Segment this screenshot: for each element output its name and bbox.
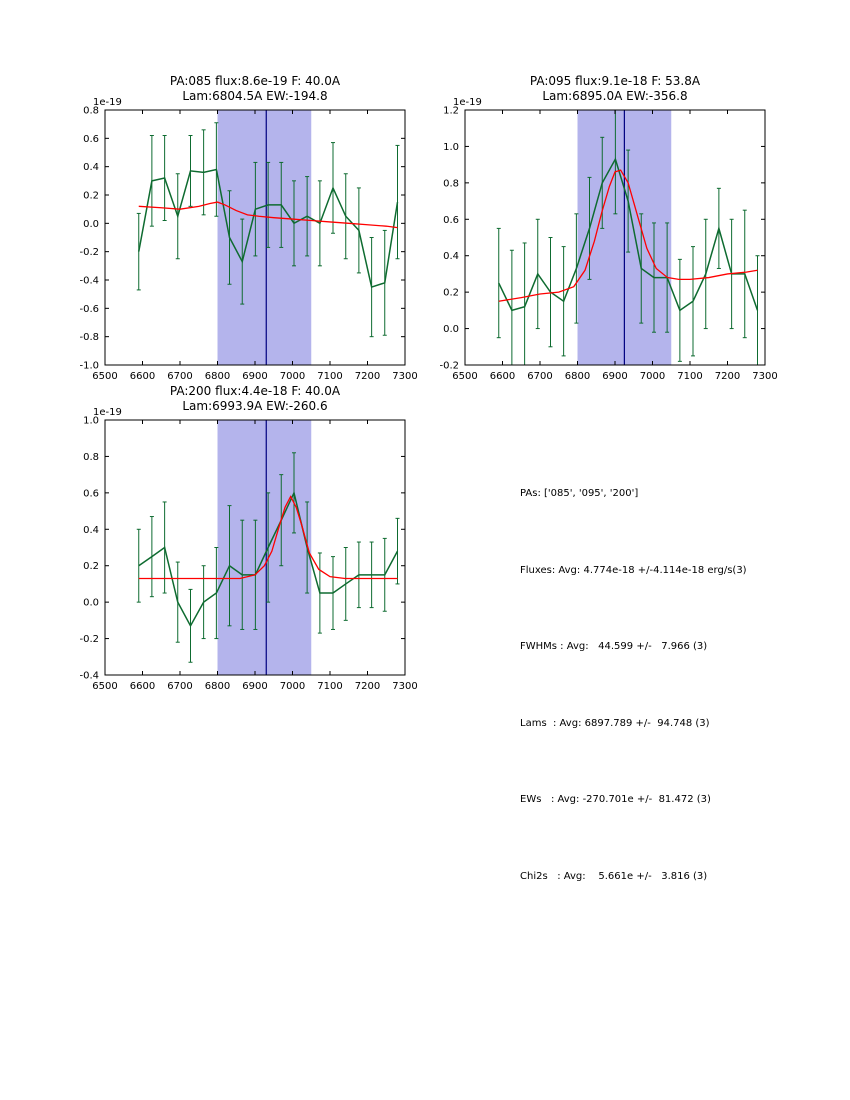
x-tick-label: 6900	[242, 371, 267, 382]
chart-pa200-title-line1: PA:200 flux:4.4e-18 F: 40.0A	[169, 384, 341, 398]
x-tick-label: 7000	[280, 371, 305, 382]
x-tick-label: 7300	[392, 681, 417, 692]
y-tick-label: -0.4	[79, 276, 99, 287]
y-tick-label: 0.2	[83, 191, 99, 202]
chart-pa085-title-line1: PA:085 flux:8.6e-19 F: 40.0A	[169, 74, 341, 88]
y-axis-offset-label: 1e-19	[93, 407, 122, 418]
y-tick-label: 0.2	[83, 561, 99, 572]
x-tick-label: 6600	[130, 371, 155, 382]
gaussian-fit-line	[138, 201, 398, 229]
fit-window-band	[217, 110, 312, 365]
gaussian-fit-line	[138, 495, 398, 580]
y-tick-label: 0.8	[443, 178, 459, 189]
y-tick-label: 0.0	[443, 324, 459, 335]
x-tick-label: 6600	[490, 371, 515, 382]
chart-pa085-title-line2: Lam:6804.5A EW:-194.8	[182, 89, 328, 103]
x-tick-label: 6800	[205, 371, 230, 382]
x-tick-label: 7300	[392, 371, 417, 382]
y-tick-label: 0.0	[83, 598, 99, 609]
y-axis-offset-label: 1e-19	[93, 97, 122, 108]
x-tick-label: 6800	[205, 681, 230, 692]
x-tick-label: 7300	[752, 371, 777, 382]
chart-pa200: PA:200 flux:4.4e-18 F: 40.0A Lam:6993.9A…	[60, 380, 432, 710]
x-tick-label: 7000	[640, 371, 665, 382]
chart-pa200-title-line2: Lam:6993.9A EW:-260.6	[182, 399, 328, 413]
spectrum-line	[498, 157, 759, 312]
chart-pa095: PA:095 flux:9.1e-18 F: 53.8A Lam:6895.0A…	[420, 70, 792, 400]
x-tick-label: 6500	[452, 371, 477, 382]
x-tick-label: 7200	[715, 371, 740, 382]
x-tick-label: 6800	[565, 371, 590, 382]
x-tick-label: 7200	[355, 371, 380, 382]
y-tick-label: 0.4	[83, 162, 99, 173]
stats-line-chi2s: Chi2s : Avg: 5.661e +/- 3.816 (3)	[520, 870, 708, 882]
y-tick-label: -0.2	[79, 247, 99, 258]
y-tick-label: -0.4	[79, 671, 99, 682]
chart-pa085-plot-area: 6500 6600 6700 6800 6900 7000 7100 7200 7300 -1.0…	[79, 97, 417, 382]
y-axis-offset-label: 1e-19	[453, 97, 482, 108]
x-tick-label: 6500	[92, 681, 117, 692]
y-tick-label: 0.0	[83, 219, 99, 230]
y-tick-label: 0.4	[443, 251, 459, 262]
y-tick-label: 0.4	[83, 525, 99, 536]
spectrum-line	[138, 168, 399, 289]
chart-pa085: PA:085 flux:8.6e-19 F: 40.0A Lam:6804.5A…	[60, 70, 432, 400]
x-tick-label: 7000	[280, 681, 305, 692]
y-tick-label: -0.8	[79, 332, 99, 343]
chart-pa095-title-line1: PA:095 flux:9.1e-18 F: 53.8A	[529, 74, 701, 88]
y-tick-label: 1.0	[443, 142, 459, 153]
stats-summary: PAs: ['085', '095', '200'] Fluxes: Avg: …	[520, 430, 747, 940]
x-tick-label: 7100	[317, 371, 342, 382]
gaussian-fit-line	[498, 169, 758, 302]
stats-line-fwhms: FWHMs : Avg: 44.599 +/- 7.966 (3)	[520, 641, 708, 652]
y-tick-label: 0.8	[83, 452, 99, 463]
x-tick-label: 7200	[355, 681, 380, 692]
x-tick-label: 7100	[317, 681, 342, 692]
y-tick-label: 0.8	[83, 106, 99, 117]
x-tick-label: 7100	[677, 371, 702, 382]
chart-pa095-title-line2: Lam:6895.0A EW:-356.8	[542, 89, 688, 103]
x-tick-label: 6900	[602, 371, 627, 382]
x-tick-label: 6700	[167, 371, 192, 382]
y-tick-label: 0.6	[83, 134, 99, 145]
y-tick-label: -0.6	[79, 304, 99, 315]
y-tick-label: 0.2	[443, 288, 459, 299]
x-tick-label: 6600	[130, 681, 155, 692]
x-tick-label: 6700	[167, 681, 192, 692]
y-tick-label: 1.2	[443, 106, 459, 117]
x-tick-label: 6500	[92, 371, 117, 382]
y-tick-label: -1.0	[79, 361, 99, 372]
stats-line-ews: EWs : Avg: -270.701e +/- 81.472 (3)	[520, 794, 711, 805]
y-tick-label: 1.0	[83, 416, 99, 427]
y-tick-label: 0.6	[83, 488, 99, 499]
chart-pa200-plot-area: 6500 6600 6700 6800 6900 7000 7100 7200 7300 -0.4…	[79, 407, 417, 692]
y-tick-label: 0.6	[443, 215, 459, 226]
stats-line-fluxes: Fluxes: Avg: 4.774e-18 +/-4.114e-18 erg/…	[520, 564, 747, 576]
stats-line-lams: Lams : Avg: 6897.789 +/- 94.748 (3)	[520, 717, 710, 729]
x-tick-label: 6900	[242, 681, 267, 692]
y-tick-label: -0.2	[439, 361, 459, 372]
chart-pa095-plot-area: 6500 6600 6700 6800 6900 7000 7100 7200 7300 -0.2…	[439, 97, 777, 382]
x-tick-label: 6700	[527, 371, 552, 382]
fit-window-band	[217, 420, 312, 675]
stats-line-pas: PAs: ['085', '095', '200']	[520, 488, 639, 499]
y-tick-label: -0.2	[79, 634, 99, 645]
